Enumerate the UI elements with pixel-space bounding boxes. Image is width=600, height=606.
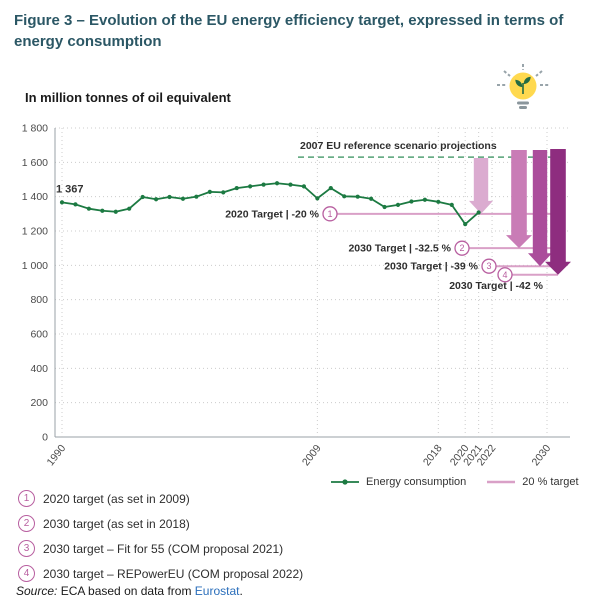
svg-text:2030 Target | -32.5 %: 2030 Target | -32.5 %	[348, 243, 451, 255]
svg-text:2030 Target | -39 %: 2030 Target | -39 %	[384, 261, 478, 273]
svg-text:400: 400	[30, 363, 48, 375]
svg-text:200: 200	[30, 397, 48, 409]
svg-text:1 400: 1 400	[22, 191, 48, 203]
lightbulb-plant-icon	[492, 62, 552, 121]
svg-text:2018: 2018	[421, 442, 445, 468]
target-arrow-1	[469, 158, 493, 214]
svg-text:1 000: 1 000	[22, 260, 48, 272]
y-axis-labels: 0 200 400 600 800 1 000 1 200 1 400 1 600 1 800	[22, 123, 48, 444]
svg-text:1: 1	[327, 209, 332, 219]
footnote-badge-1: 1	[18, 490, 35, 507]
svg-text:1990: 1990	[45, 442, 69, 468]
svg-text:0: 0	[42, 432, 48, 444]
svg-text:2007 EU reference scenario pro: 2007 EU reference scenario projections	[300, 140, 497, 152]
svg-text:2030 Target | -42 %: 2030 Target | -42 %	[449, 280, 543, 292]
chart-subtitle: In million tonnes of oil equivalent	[25, 90, 231, 105]
svg-text:2: 2	[459, 243, 464, 253]
reference-scenario-line: 2007 EU reference scenario projections	[298, 140, 561, 158]
energy-chart: 0 200 400 600 800 1 000 1 200 1 400 1 600 1 800 19…	[22, 123, 571, 468]
target-line-swatch	[487, 480, 516, 484]
svg-text:1 367: 1 367	[56, 183, 84, 195]
svg-text:2009: 2009	[300, 442, 324, 468]
legend-label-energy: Energy consumption	[366, 476, 467, 488]
footnote-text-1: 2020 target (as set in 2009)	[43, 491, 190, 506]
footnote-item-1: 1 2020 target (as set in 2009)	[18, 490, 303, 507]
svg-text:3: 3	[486, 261, 491, 271]
svg-text:2030: 2030	[530, 442, 554, 468]
svg-text:600: 600	[30, 329, 48, 341]
source-text: ECA based on data from	[57, 584, 195, 598]
target-arrows	[469, 149, 571, 275]
legend-label-target: 20 % target	[522, 476, 579, 488]
svg-text:4: 4	[502, 270, 507, 280]
svg-text:1 800: 1 800	[22, 123, 48, 135]
source-line: Source: ECA based on data from Eurostat.	[16, 584, 243, 598]
energy-consumption-series: 1 367	[56, 181, 481, 227]
svg-text:2020 Target | -20 %: 2020 Target | -20 %	[225, 208, 319, 220]
target-arrow-4	[545, 149, 571, 275]
gridlines	[54, 127, 570, 438]
svg-text:1 200: 1 200	[22, 226, 48, 238]
source-label: Source:	[16, 584, 58, 598]
footnote-item-3: 3 2030 target – Fit for 55 (COM proposal…	[18, 540, 303, 557]
legend-item-energy-consumption: Energy consumption	[330, 476, 466, 488]
target-arrow-2	[506, 150, 532, 249]
svg-text:1 600: 1 600	[22, 157, 48, 169]
footnote-text-2: 2030 target (as set in 2018)	[43, 516, 190, 531]
legend-item-20pct-target: 20 % target	[486, 476, 579, 488]
footnote-badge-2: 2	[18, 515, 35, 532]
footnote-item-4: 4 2030 target – REPowerEU (COM proposal …	[18, 565, 303, 582]
svg-text:800: 800	[30, 294, 48, 306]
footnote-badge-4: 4	[18, 565, 35, 582]
footnote-item-2: 2 2030 target (as set in 2018)	[18, 515, 303, 532]
target-labels: 2020 Target | -20 % 1 2030 Target | -32.5 …	[225, 206, 544, 292]
footnote-badge-3: 3	[18, 540, 35, 557]
eurostat-link[interactable]: Eurostat	[194, 584, 240, 598]
footnote-text-3: 2030 target – Fit for 55 (COM proposal 2…	[43, 541, 284, 556]
chart-legend: Energy consumption 20 % target	[330, 476, 579, 488]
target-arrow-3	[528, 150, 552, 267]
footnote-text-4: 2030 target – REPowerEU (COM proposal 20…	[43, 566, 304, 581]
figure-title: Figure 3 – Evolution of the EU energy ef…	[14, 12, 564, 50]
source-period: .	[239, 584, 243, 598]
footnote-list: 1 2020 target (as set in 2009) 2 2030 ta…	[18, 490, 303, 582]
energy-line-swatch	[331, 479, 359, 485]
